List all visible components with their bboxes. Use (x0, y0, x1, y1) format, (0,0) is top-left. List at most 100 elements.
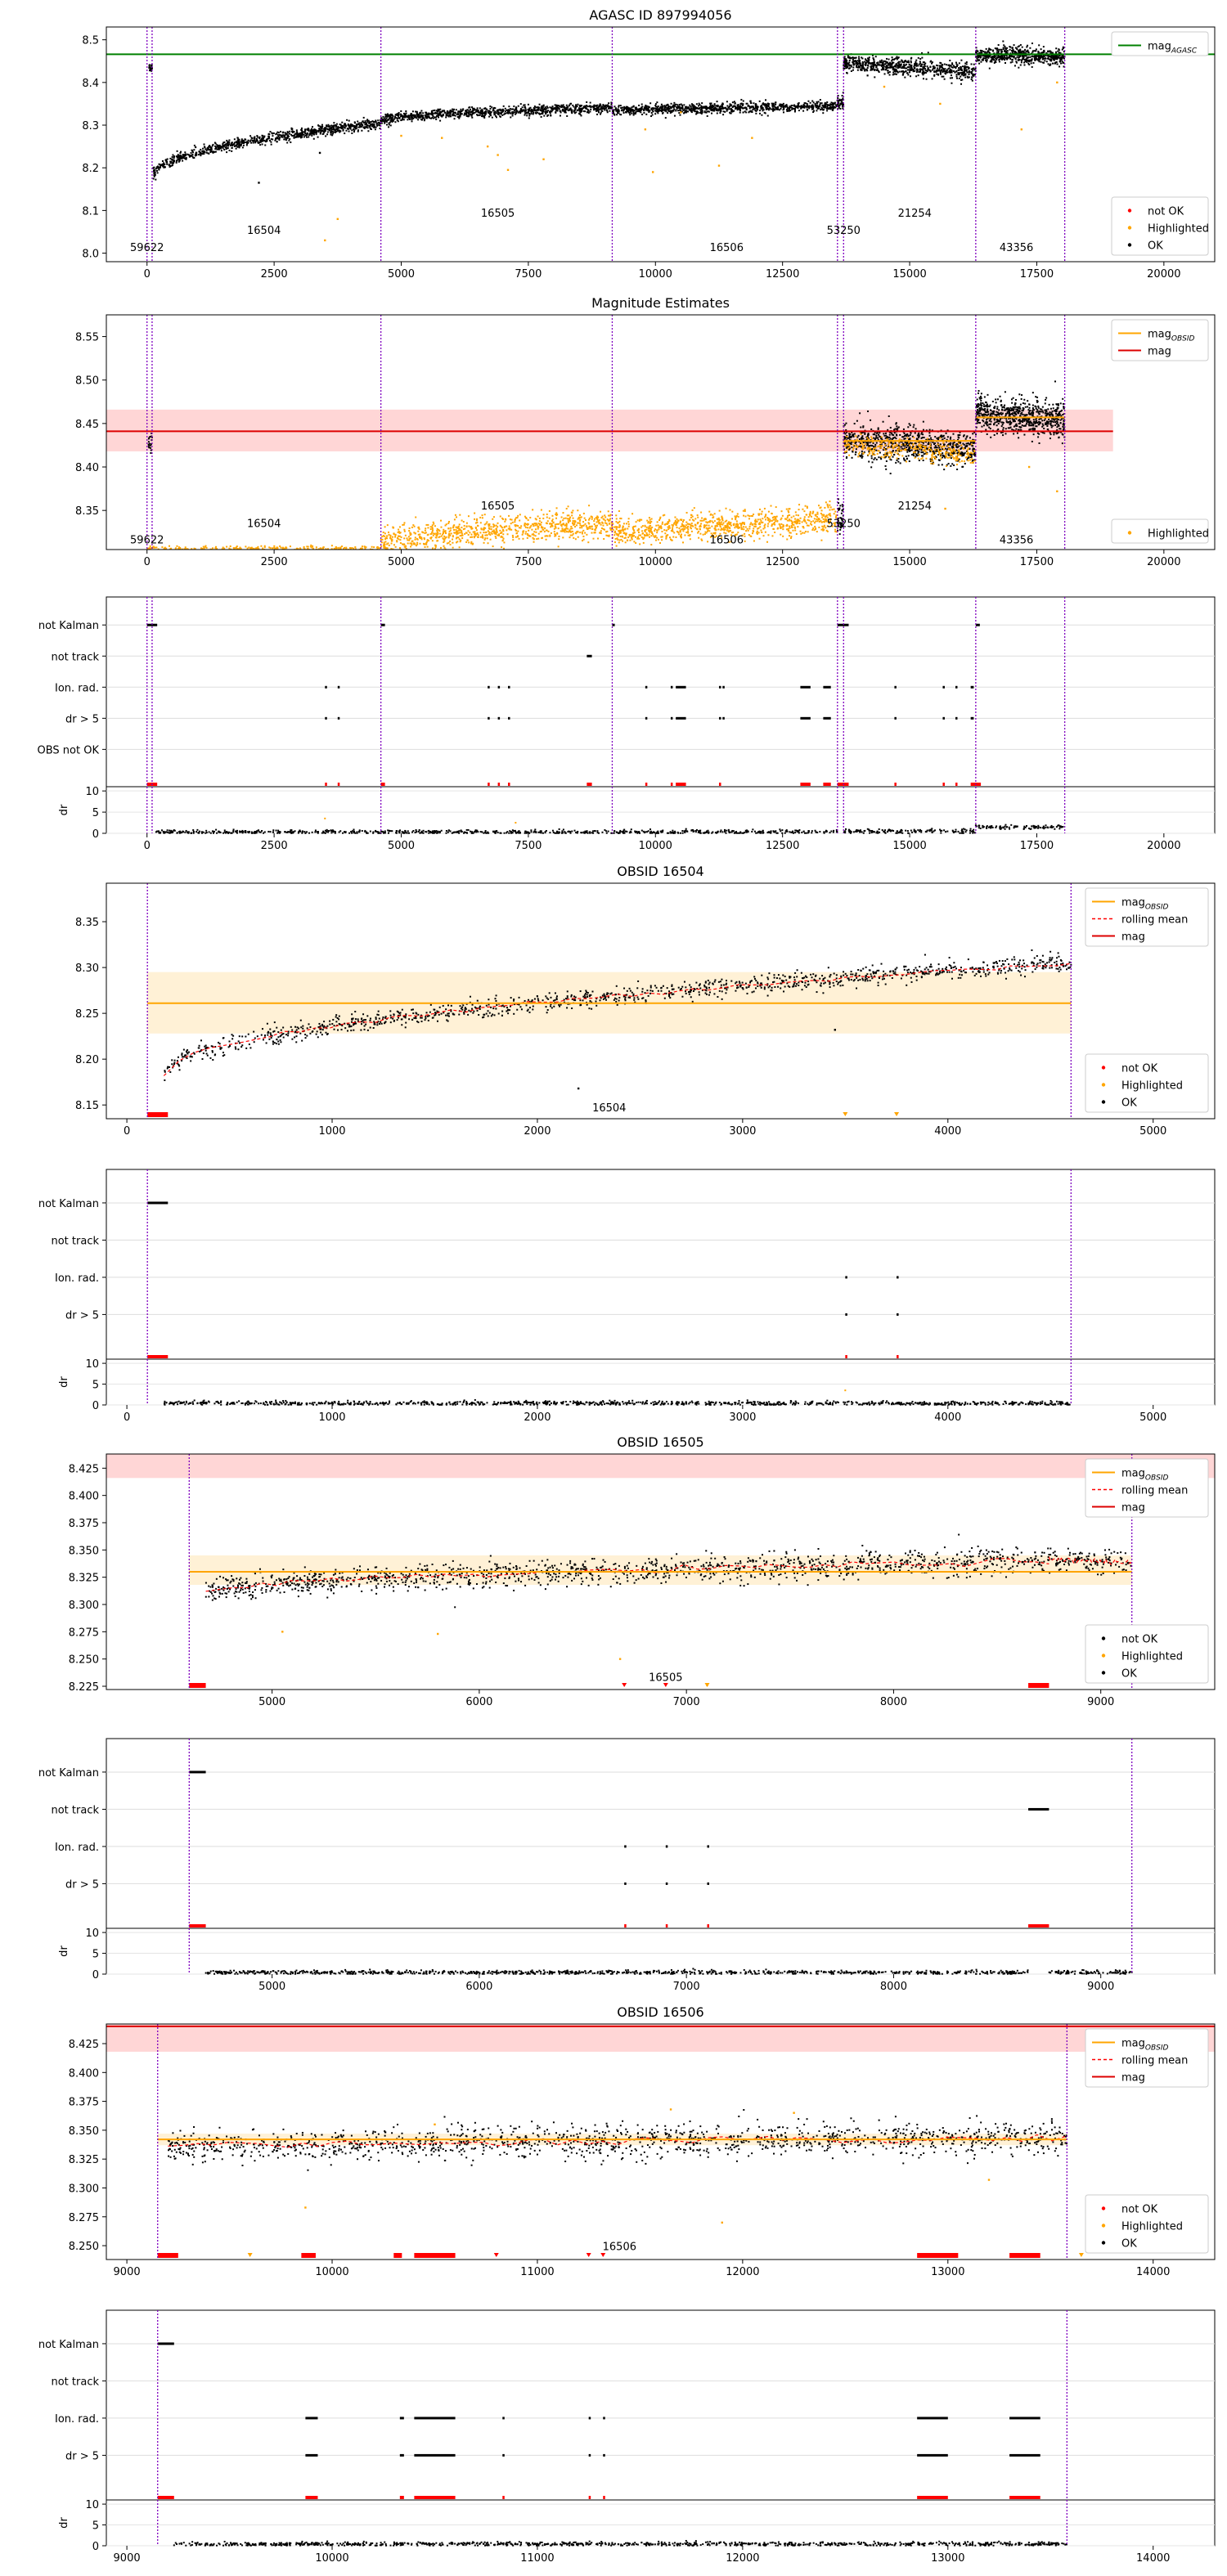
data-point (500, 111, 502, 114)
data-point (532, 536, 534, 539)
data-point (582, 535, 585, 537)
data-point (153, 175, 155, 177)
data-point (893, 69, 896, 71)
data-point (377, 122, 380, 124)
data-point (877, 61, 879, 64)
data-point (1039, 57, 1041, 60)
data-point (480, 113, 483, 115)
data-point (510, 108, 513, 110)
data-point (325, 548, 327, 550)
data-point (976, 57, 978, 60)
data-point (996, 52, 998, 54)
data-point (476, 532, 479, 534)
data-point (360, 123, 362, 125)
data-point (362, 122, 365, 124)
data-point (662, 109, 664, 111)
outlier-point (883, 85, 886, 88)
data-point (973, 63, 975, 65)
data-point (423, 119, 425, 122)
data-point (585, 525, 587, 527)
data-point (456, 532, 459, 534)
data-point (935, 64, 937, 66)
data-point (594, 532, 596, 534)
data-point (542, 111, 544, 114)
data-point (407, 115, 410, 118)
data-point (963, 74, 965, 76)
data-point (593, 520, 596, 523)
data-point (929, 61, 932, 63)
data-point (388, 123, 390, 126)
data-point (315, 133, 317, 136)
data-point (534, 518, 537, 520)
data-point (685, 105, 688, 108)
data-point (502, 109, 505, 111)
data-point (1000, 54, 1002, 56)
data-point (814, 105, 816, 107)
data-point (483, 532, 485, 534)
data-point (517, 105, 519, 107)
data-point (280, 546, 282, 549)
data-point (581, 105, 583, 107)
data-point (480, 528, 483, 531)
data-point (607, 510, 609, 513)
data-point (364, 126, 366, 128)
data-point (312, 545, 314, 547)
data-point (605, 531, 608, 533)
data-point (445, 114, 447, 117)
data-point (430, 110, 433, 112)
data-point (458, 110, 461, 113)
data-point (700, 105, 703, 108)
data-point (317, 136, 319, 138)
data-point (502, 528, 505, 531)
data-point (318, 128, 321, 130)
data-point (864, 70, 866, 72)
data-point (1057, 50, 1059, 52)
data-point (888, 61, 891, 64)
data-point (512, 108, 515, 110)
data-point (640, 109, 642, 111)
data-point (894, 64, 897, 66)
data-point (855, 56, 857, 59)
data-point (700, 112, 703, 114)
data-point (388, 533, 390, 536)
data-point (424, 114, 426, 116)
data-point (542, 105, 545, 107)
data-point (631, 110, 634, 112)
data-point (865, 59, 867, 61)
data-point (1019, 55, 1022, 57)
data-point (179, 155, 182, 158)
data-point (867, 60, 870, 62)
data-point (696, 106, 699, 109)
data-point (287, 134, 290, 137)
outlier-point (717, 164, 721, 167)
data-point (494, 110, 497, 113)
data-point (313, 128, 316, 131)
data-point (970, 72, 973, 74)
data-point (564, 111, 566, 114)
data-point (617, 108, 619, 110)
data-point (603, 538, 605, 541)
data-point (231, 143, 233, 146)
data-point (699, 107, 701, 110)
data-point (672, 110, 675, 112)
data-point (566, 107, 569, 110)
data-point (402, 119, 405, 121)
data-point (821, 104, 824, 106)
data-point (476, 518, 479, 520)
data-point (400, 119, 402, 122)
data-point (651, 110, 654, 112)
data-point (897, 61, 900, 63)
data-point (812, 101, 815, 104)
data-point (232, 547, 235, 550)
data-point (487, 542, 489, 545)
data-point (219, 146, 222, 149)
data-point (243, 141, 245, 143)
data-point (895, 63, 897, 65)
data-point (515, 112, 518, 114)
data-point (882, 61, 884, 64)
data-point (672, 106, 675, 109)
data-point (519, 108, 522, 110)
data-point (806, 105, 808, 107)
data-point (1055, 61, 1058, 63)
data-point (172, 161, 174, 164)
